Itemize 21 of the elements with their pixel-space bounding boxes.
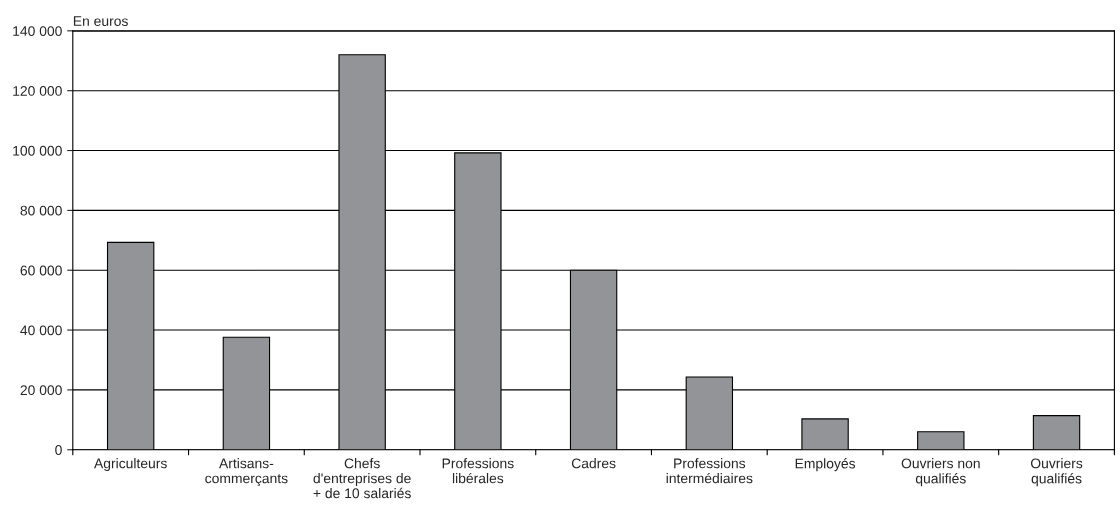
y-axis-title: En euros: [73, 16, 128, 26]
x-tick-label: Agriculteurs: [94, 458, 167, 472]
x-tick-label: Artisans- commerçants: [205, 458, 288, 487]
x-tick-label: Ouvriers qualifiés: [1030, 458, 1083, 487]
bar: [801, 418, 849, 450]
x-tick-label: Employés: [795, 458, 856, 472]
x-tick-label: Ouvriers non qualifiés: [901, 458, 980, 487]
bar: [1032, 415, 1081, 450]
x-tick-label: Professions intermédiaires: [666, 458, 753, 484]
y-tick-label: 120 000: [13, 86, 62, 96]
y-tick-label: 20 000: [20, 385, 62, 396]
x-tick-label: Professions libérales: [442, 458, 514, 484]
y-tick-label: 40 000: [20, 325, 62, 336]
y-tick-label: 60 000: [20, 265, 62, 276]
y-tick-label: 140 000: [13, 26, 62, 37]
y-tick-label: 80 000: [20, 205, 62, 216]
x-tick-label: Cadres: [571, 458, 616, 469]
y-tick-label: 0: [55, 445, 62, 455]
y-tick-label: 100 000: [13, 145, 62, 156]
x-tick-label: Chefs d'entreprises de + de 10 salariés: [313, 458, 411, 499]
bar: [917, 431, 965, 450]
